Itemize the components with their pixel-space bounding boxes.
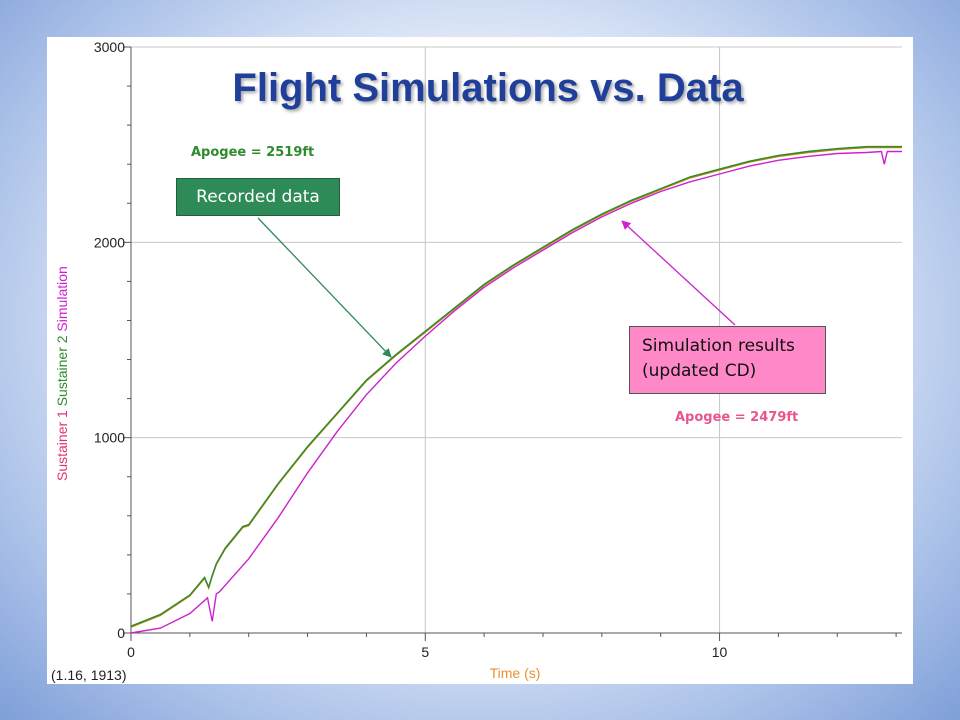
- recorded-apogee-label: Apogee = 2519ft: [191, 145, 315, 160]
- series-line-simulation: [130, 150, 902, 634]
- y-tick-label: 2000: [94, 234, 125, 250]
- simulated-apogee-label: Apogee = 2479ft: [675, 410, 799, 425]
- y-tick-label: 3000: [94, 39, 125, 55]
- x-axis-label: Time (s): [490, 665, 541, 681]
- y-axis-label-part: Simulation: [54, 266, 70, 335]
- cursor-readout: (1.16, 1913): [51, 667, 127, 683]
- x-tick-label: 10: [712, 644, 728, 660]
- simulation-callout-line1: Simulation results: [642, 336, 795, 356]
- simulation-arrow: [621, 220, 736, 326]
- axis-labels: Time (s) (1.16, 1913) Sustainer 1 Sustai…: [51, 266, 540, 683]
- recorded-data-callout: Recorded data: [176, 178, 340, 216]
- page-title: Flight Simulations vs. Data: [0, 66, 960, 111]
- simulation-results-callout: Simulation results (updated CD): [629, 326, 826, 394]
- series-line-sustainer-2: [130, 145, 902, 627]
- y-axis-label-part: Sustainer 2: [54, 335, 70, 410]
- x-tick-label: 5: [421, 644, 429, 660]
- simulation-callout-line2: (updated CD): [642, 361, 757, 381]
- x-tick-label: 0: [127, 644, 135, 660]
- y-tick-label: 0: [117, 625, 125, 641]
- axes: [130, 47, 902, 634]
- ticks: 0 5 10 0 1000 2000 3000: [94, 39, 897, 660]
- series-lines: [130, 145, 902, 634]
- y-axis-label: Sustainer 1 Sustainer 2 Simulation: [54, 266, 70, 481]
- page-title-text: Flight Simulations vs. Data: [232, 66, 744, 110]
- y-axis-label-part: Sustainer 1: [54, 410, 70, 481]
- annotation-arrows: [257, 217, 736, 358]
- recorded-data-arrow: [257, 217, 392, 358]
- y-tick-label: 1000: [94, 430, 125, 446]
